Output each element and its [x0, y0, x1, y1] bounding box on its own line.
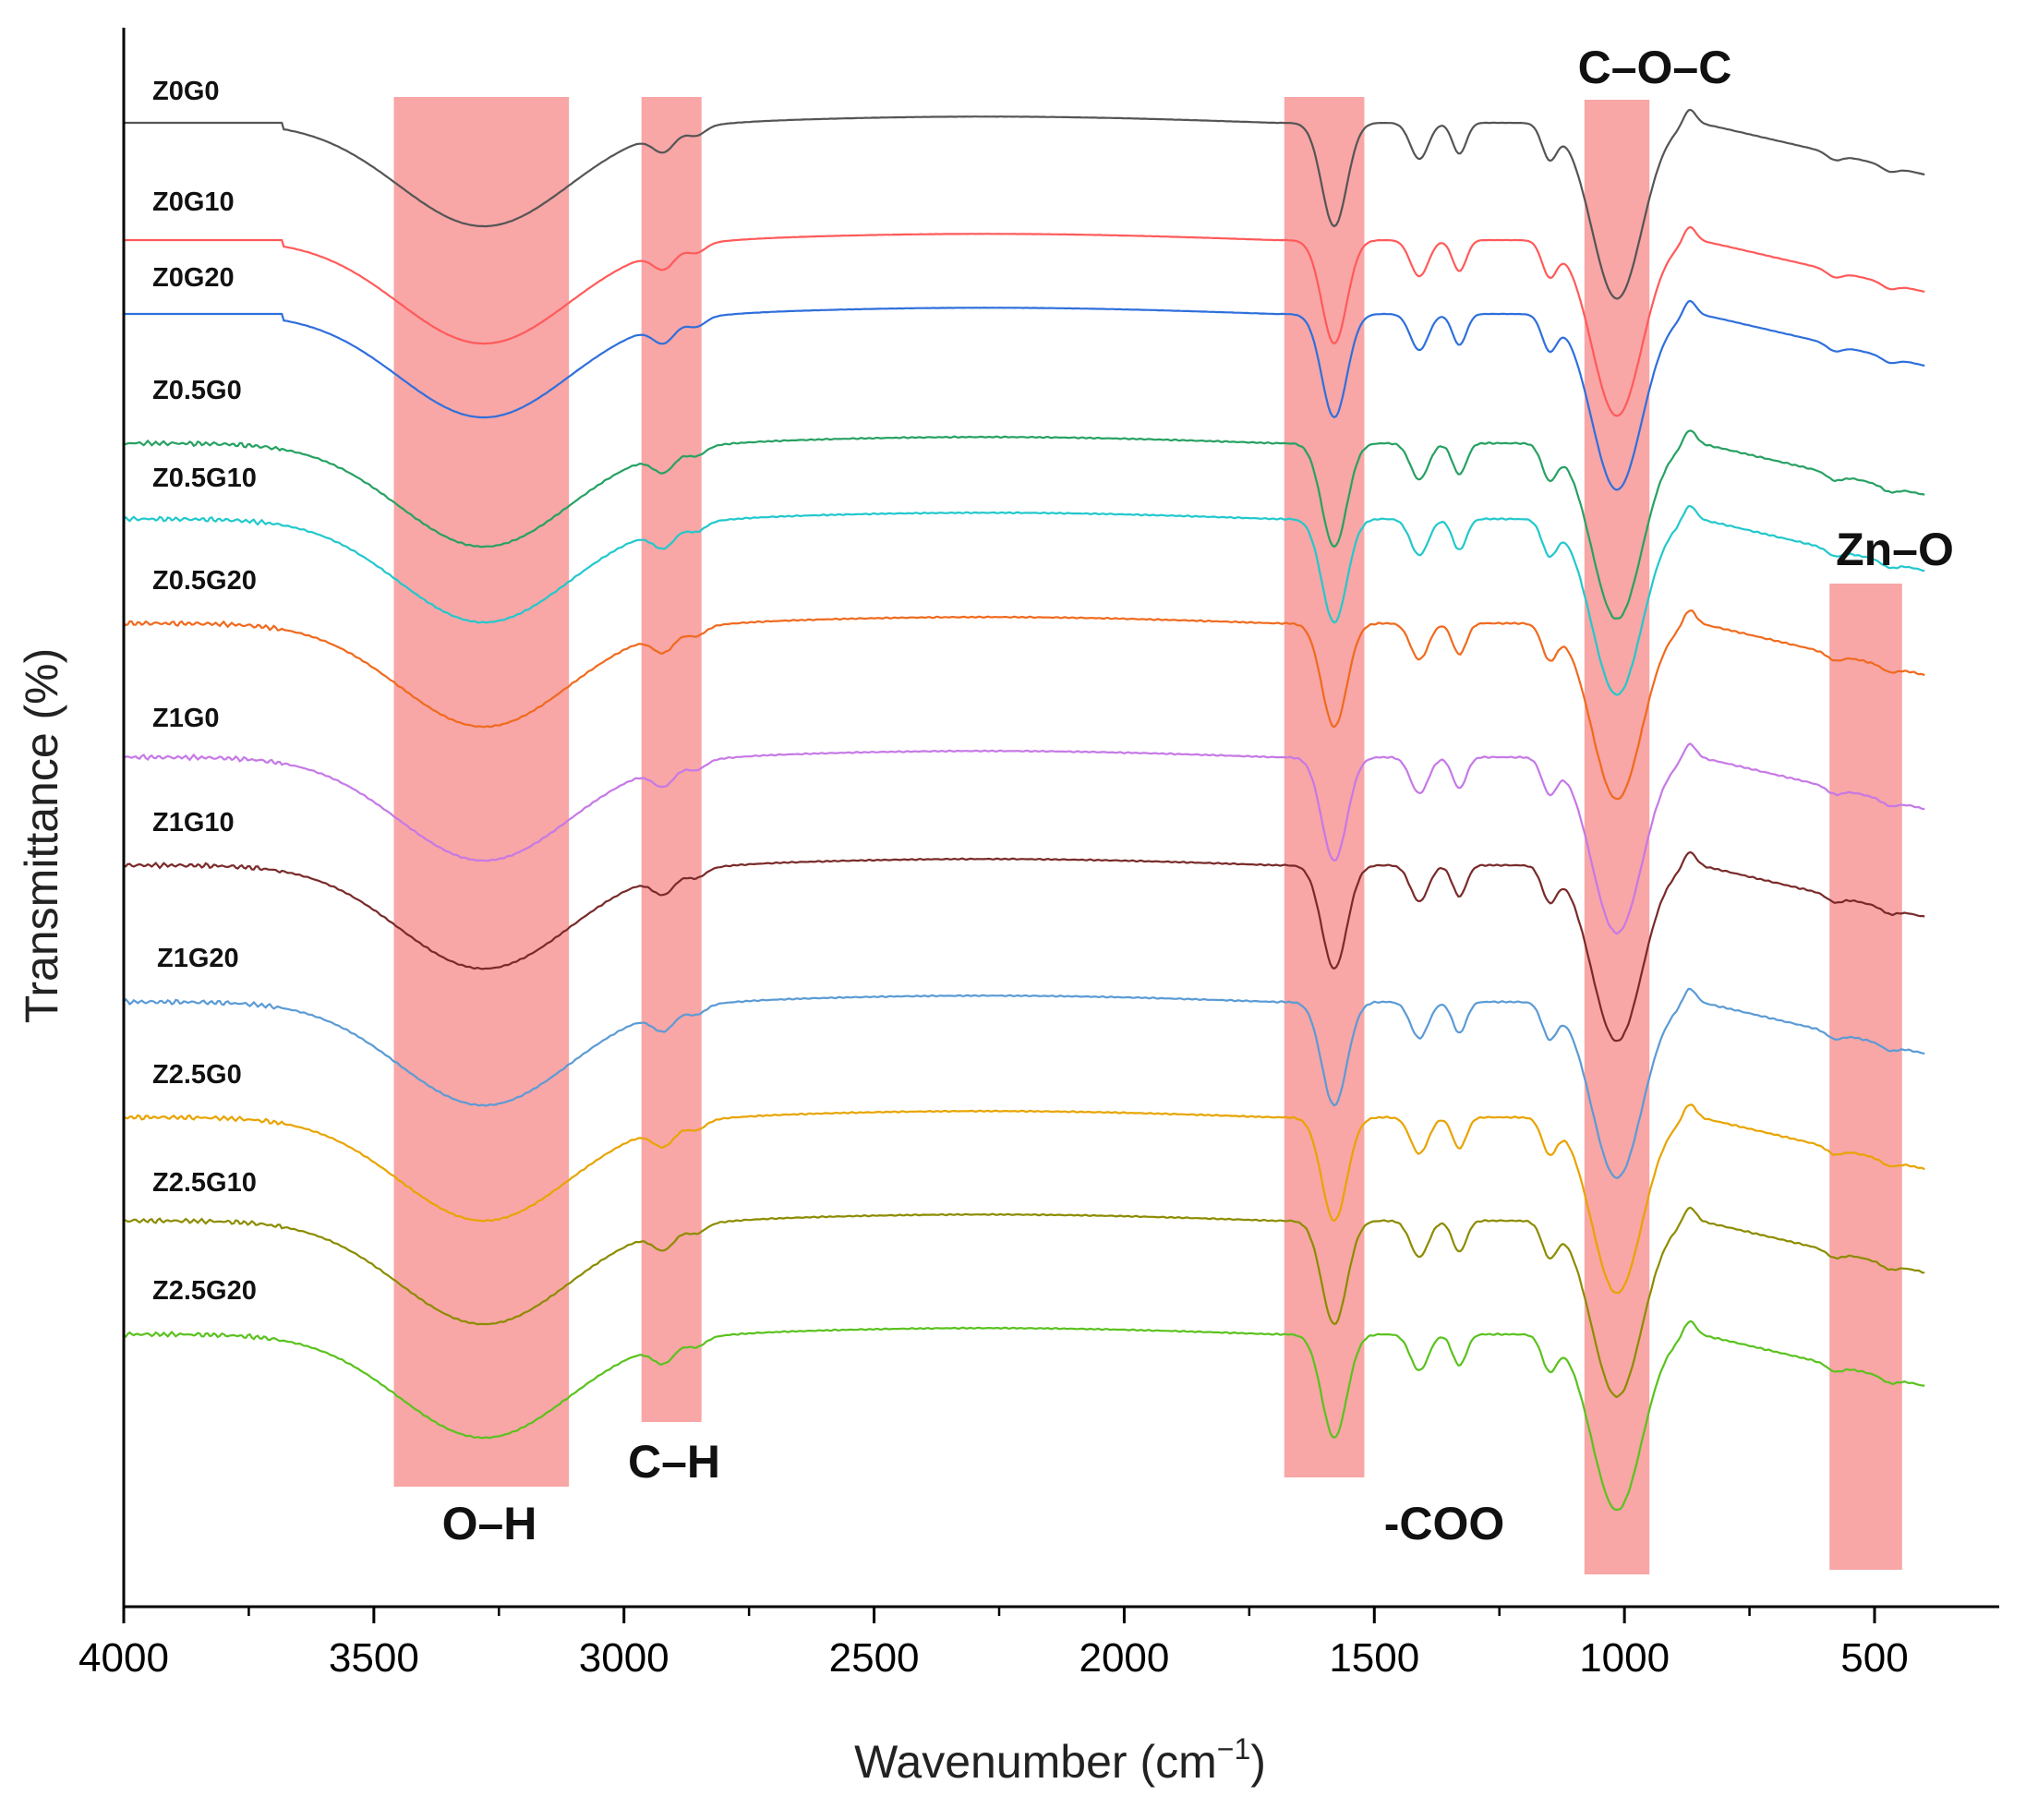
band-label-c-h: C–H: [628, 1436, 720, 1488]
series-label-z0g10: Z0G10: [152, 187, 235, 217]
x-tick-label-2000: 2000: [1079, 1635, 1169, 1681]
series-line-z0g20: [124, 299, 1925, 491]
band-label-o-h: O–H: [442, 1498, 537, 1549]
x-axis-title-main: Wavenumber (cm: [854, 1736, 1217, 1788]
x-tick-label-3000: 3000: [579, 1635, 669, 1681]
axes: [122, 28, 1999, 1609]
series-line-z2-5g10: [123, 1206, 1925, 1399]
band-label-zn-o: Zn–O: [1836, 524, 1954, 575]
band-c-o-c: [1584, 100, 1650, 1574]
x-tick-label-2500: 2500: [829, 1635, 920, 1681]
series-label-layer: Z0G0 Z0G10 Z0G20 Z0.5G0 Z0.5G10 Z0.5G20 Z1G0 Z1…: [152, 77, 257, 1306]
series-label-z0-5g10: Z0.5G10: [152, 464, 257, 493]
series-line-z0-5g10: [123, 504, 1925, 696]
series-label-z2-5g0: Z2.5G0: [152, 1060, 242, 1090]
x-tick-label-3500: 3500: [329, 1635, 419, 1681]
x-ticks: 4000 3500 3000 2500 2000 1500 1000 500: [78, 1607, 1909, 1681]
band-layer: [393, 97, 1902, 1574]
series-label-z1g0: Z1G0: [152, 704, 220, 733]
series-line-z2-5g0: [123, 1103, 1925, 1295]
x-axis-title: Wavenumber (cm−1): [854, 1732, 1266, 1788]
band-label-layer: O–H C–H -COO C–O–C Zn–O: [442, 42, 1954, 1549]
band-o-h: [393, 97, 570, 1487]
series-label-z1g20: Z1G20: [157, 944, 239, 973]
series-label-z0g20: Z0G20: [152, 263, 235, 293]
series-line-z0g10: [124, 225, 1925, 417]
series-line-z1g20: [123, 987, 1925, 1179]
band-coo: [1284, 97, 1365, 1477]
series-label-z2-5g20: Z2.5G20: [152, 1276, 257, 1306]
x-tick-label-1000: 1000: [1579, 1635, 1670, 1681]
x-axis-title-close: ): [1250, 1736, 1266, 1788]
series-layer: [123, 108, 1925, 1512]
x-tick-label-500: 500: [1840, 1635, 1908, 1681]
series-label-z0-5g0: Z0.5G0: [152, 376, 242, 405]
series-label-z2-5g10: Z2.5G10: [152, 1168, 257, 1198]
x-tick-label-4000: 4000: [78, 1635, 169, 1681]
series-line-z2-5g20: [123, 1320, 1925, 1512]
series-line-z1g10: [123, 850, 1925, 1043]
band-label-coo: -COO: [1384, 1498, 1505, 1549]
series-label-z0-5g20: Z0.5G20: [152, 566, 257, 596]
series-label-z1g10: Z1G10: [152, 808, 235, 838]
series-line-z0-5g20: [123, 609, 1925, 801]
series-line-z0g0: [124, 108, 1925, 300]
band-zn-o: [1829, 584, 1902, 1570]
band-label-c-o-c: C–O–C: [1578, 42, 1732, 93]
y-axis-title: Transmittance (%): [16, 648, 67, 1024]
band-c-h: [641, 97, 702, 1422]
series-line-z0-5g0: [123, 429, 1925, 620]
x-tick-label-1500: 1500: [1329, 1635, 1419, 1681]
x-axis-title-sup: −1: [1217, 1732, 1250, 1766]
series-label-z0g0: Z0G0: [152, 77, 220, 106]
series-line-z1g0: [123, 742, 1925, 935]
